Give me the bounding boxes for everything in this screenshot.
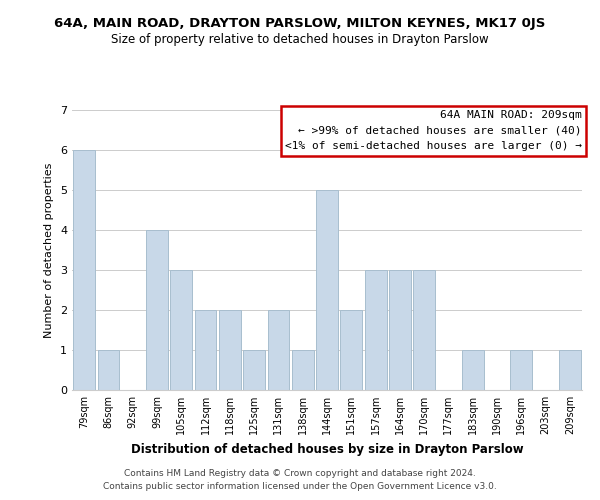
Bar [462,350,484,390]
Bar [511,350,532,390]
Bar [292,350,314,390]
Bar [219,310,241,390]
Bar [316,190,338,390]
Bar [170,270,192,390]
Bar [146,230,168,390]
Bar [194,310,217,390]
Text: Contains public sector information licensed under the Open Government Licence v3: Contains public sector information licen… [103,482,497,491]
Text: Contains HM Land Registry data © Crown copyright and database right 2024.: Contains HM Land Registry data © Crown c… [124,468,476,477]
Y-axis label: Number of detached properties: Number of detached properties [44,162,55,338]
Bar [413,270,435,390]
Bar [243,350,265,390]
Bar [340,310,362,390]
Bar [389,270,411,390]
X-axis label: Distribution of detached houses by size in Drayton Parslow: Distribution of detached houses by size … [131,442,523,456]
Bar [559,350,581,390]
Text: Size of property relative to detached houses in Drayton Parslow: Size of property relative to detached ho… [111,32,489,46]
Bar [365,270,386,390]
Bar [97,350,119,390]
Text: 64A MAIN ROAD: 209sqm
← >99% of detached houses are smaller (40)
<1% of semi-det: 64A MAIN ROAD: 209sqm ← >99% of detached… [285,110,582,151]
Bar [268,310,289,390]
Text: 64A, MAIN ROAD, DRAYTON PARSLOW, MILTON KEYNES, MK17 0JS: 64A, MAIN ROAD, DRAYTON PARSLOW, MILTON … [55,18,545,30]
Bar [73,150,95,390]
